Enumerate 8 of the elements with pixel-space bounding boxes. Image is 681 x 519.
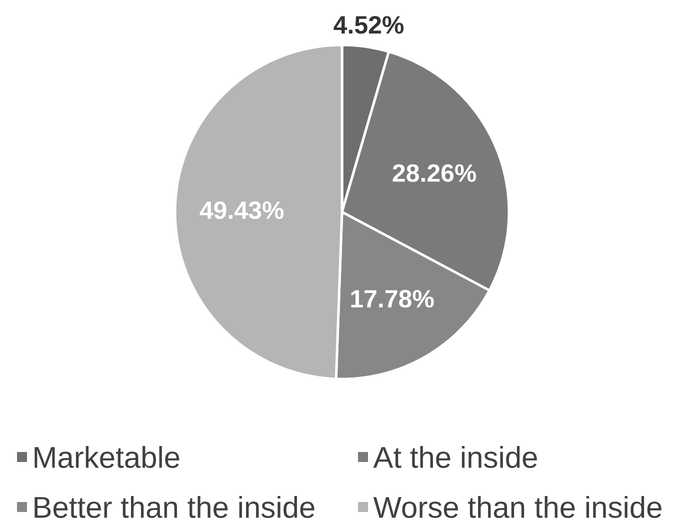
data-label: 28.26%: [392, 164, 476, 182]
data-label: 4.52%: [334, 16, 404, 34]
legend-label: Marketable: [34, 446, 180, 468]
legend-label: At the inside: [373, 446, 537, 468]
data-label: 49.43%: [200, 201, 284, 220]
data-label: 17.78%: [351, 290, 434, 308]
legend-label: Worse than the inside: [373, 496, 662, 518]
legend-label: Better than the inside: [34, 496, 314, 518]
